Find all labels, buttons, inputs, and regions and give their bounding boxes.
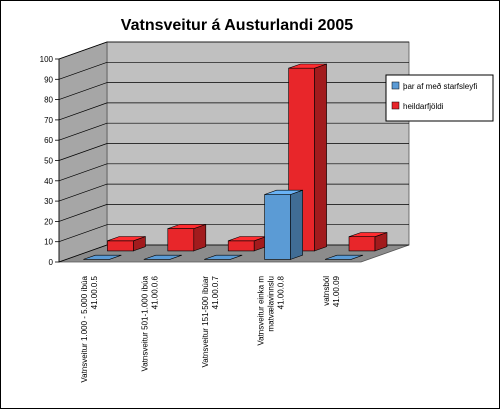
y-tick-label: 100 [40, 55, 54, 64]
y-tick-label: 90 [44, 75, 53, 84]
x-category-label: Vatnsveitur 501-1.000 íbúa 41.00.0.6 [141, 275, 160, 371]
y-tick-label: 80 [44, 96, 53, 105]
bar-top [348, 232, 388, 237]
chart-title: Vatnsveitur á Austurlandi 2005 [121, 17, 353, 34]
chart-walls [58, 41, 410, 263]
y-tick-label: 10 [44, 238, 53, 247]
x-category-label: Vatnsveitur einka m matvælavinnslu 41.00.0… [256, 275, 285, 345]
x-category-line: Vatnsveitur 1.000 - 5.000 íbúa [80, 275, 89, 382]
bar-front [264, 194, 291, 260]
y-tick-label: 70 [44, 116, 53, 125]
bar-front [107, 240, 134, 252]
bar-flat [324, 254, 364, 260]
x-category-line: 41.00.0.8 [276, 275, 285, 309]
bar-top [167, 224, 206, 229]
x-category-line: Vatnsveitur einka m [256, 276, 265, 346]
x-category-line: vatnsból [322, 276, 331, 306]
x-category-label: Vatnsveitur 1.000 - 5.000 íbúa 41.00.0.5 [80, 275, 99, 382]
legend-label-permit: þar af með starfsleyfi [403, 82, 477, 91]
x-category-label: vatnsból 41.00.09 [322, 275, 341, 307]
x-category-line: 41.00.09 [332, 275, 341, 307]
x-category-line: 41.00.0.5 [90, 275, 99, 309]
bar-front [227, 240, 255, 252]
x-category-line: Vatnsveitur 501-1.000 íbúa [141, 275, 150, 371]
legend-swatch-total [391, 101, 400, 110]
bar-front [167, 228, 195, 252]
bar-side [193, 223, 207, 252]
y-tick-label: 30 [44, 197, 53, 206]
bar-flat [204, 254, 243, 260]
y-tick-label: 40 [44, 177, 53, 186]
bar-flat [143, 254, 182, 260]
gridline [58, 41, 409, 60]
x-category-line: Vatnsveitur 151-500 íbúar [201, 276, 210, 368]
bar-front [348, 236, 376, 252]
x-category-line: 41.00.0.7 [211, 275, 220, 309]
bar-side [290, 189, 303, 260]
chart-legend: þar af með starfsleyfi heildarfjöldi [385, 74, 494, 122]
y-tick-label: 0 [49, 258, 54, 267]
bar-top [288, 63, 327, 69]
x-category-line: 41.00.0.6 [151, 275, 160, 309]
y-tick-label: 60 [44, 136, 53, 145]
bar-top [264, 189, 303, 195]
legend-box [385, 74, 494, 122]
legend-label-total: heildarfjöldi [403, 102, 444, 111]
bar-side [314, 63, 327, 252]
x-axis-labels: Vatnsveitur 1.000 - 5.000 íbúa 41.00.0.5 V… [80, 275, 341, 382]
bar-top [107, 236, 146, 242]
gridline [58, 61, 409, 80]
bar-flat [83, 254, 122, 260]
y-tick-label: 20 [44, 217, 53, 226]
y-tick-label: 50 [44, 157, 53, 166]
legend-swatch-permit [391, 81, 400, 90]
x-category-label: Vatnsveitur 151-500 íbúar 41.00.0.7 [201, 275, 220, 367]
y-axis-ticks: 0 10 20 30 40 50 60 70 80 90 100 [40, 55, 60, 267]
chart-bars [83, 63, 388, 260]
x-category-line: matvælavinnslu [266, 276, 275, 332]
